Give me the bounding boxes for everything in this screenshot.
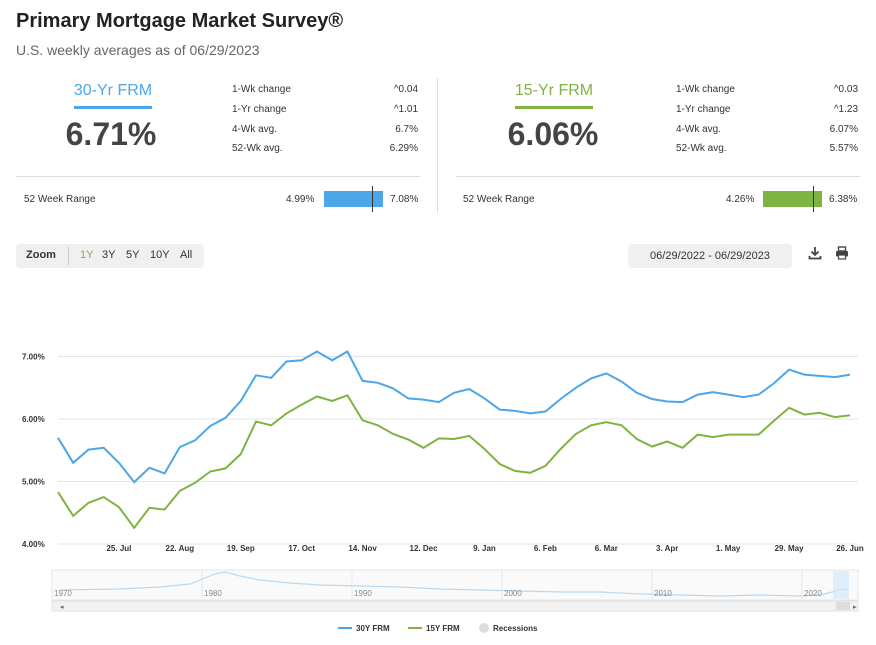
legend-label-30y[interactable]: 30Y FRM	[356, 624, 390, 633]
y-tick-label: 6.00%	[22, 415, 45, 424]
x-tick-label: 3. Apr	[656, 544, 678, 553]
legend-label-recessions[interactable]: Recessions	[493, 624, 538, 633]
page-title: Primary Mortgage Market Survey®	[16, 10, 343, 33]
series-line-30y	[58, 352, 850, 483]
zoom-selector: Zoom 1Y 3Y 5Y 10Y All	[16, 244, 204, 268]
x-tick-label: 6. Mar	[595, 544, 618, 553]
y-tick-label: 4.00%	[22, 540, 45, 549]
stat-label: 4-Wk avg.	[676, 124, 721, 135]
rate-value-15yr: 6.06%	[488, 116, 618, 153]
legend: 30Y FRM 15Y FRM Recessions	[338, 623, 538, 633]
x-tick-label: 6. Feb	[534, 544, 557, 553]
range-marker-15yr	[813, 186, 814, 212]
stat-value: 6.07%	[798, 124, 858, 135]
rate-value-30yr: 6.71%	[46, 116, 176, 153]
scroll-right-icon[interactable]: ▸	[853, 604, 857, 611]
zoom-separator	[68, 247, 69, 265]
rate-name-30yr: 30-Yr FRM	[68, 82, 158, 104]
navigator[interactable]: 1970 1980 1990 2000 2010 2020 ◂ ▸	[52, 570, 858, 611]
divider	[456, 176, 860, 177]
stat-label: 1-Yr change	[676, 104, 730, 115]
navigator-area	[52, 570, 858, 600]
scroll-thumb[interactable]	[836, 602, 850, 610]
zoom-all-button[interactable]: All	[180, 249, 192, 261]
zoom-label: Zoom	[26, 249, 56, 261]
stat-label: 1-Yr change	[232, 104, 286, 115]
range-label-15yr: 52 Week Range	[463, 194, 535, 205]
range-marker-30yr	[372, 186, 373, 212]
stat-value: ^1.01	[358, 104, 418, 115]
rate-underline-30yr	[74, 106, 152, 109]
navigator-year-label: 1970	[54, 589, 72, 598]
navigator-year-label: 1980	[204, 589, 222, 598]
range-low-15yr: 4.26%	[726, 194, 754, 205]
x-tick-label: 12. Dec	[410, 544, 439, 553]
stat-label: 1-Wk change	[676, 84, 735, 95]
navigator-series	[60, 572, 848, 596]
y-tick-label: 7.00%	[22, 353, 45, 362]
navigator-selection[interactable]	[833, 571, 849, 599]
zoom-10y-button[interactable]: 10Y	[150, 249, 170, 261]
divider	[16, 176, 420, 177]
range-low-30yr: 4.99%	[286, 194, 314, 205]
stat-value: 6.29%	[358, 143, 418, 154]
zoom-1y-button[interactable]: 1Y	[80, 249, 93, 261]
stat-label: 52-Wk avg.	[676, 143, 727, 154]
x-tick-label: 9. Jan	[473, 544, 496, 553]
download-icon[interactable]	[805, 246, 825, 266]
stat-value: 5.57%	[798, 143, 858, 154]
panel-divider	[437, 78, 438, 213]
x-tick-label: 29. May	[775, 544, 804, 553]
navigator-year-label: 2000	[504, 589, 522, 598]
navigator-year-label: 2010	[654, 589, 672, 598]
x-tick-label: 17. Oct	[288, 544, 315, 553]
range-bar-30yr	[324, 191, 383, 207]
legend-label-15y[interactable]: 15Y FRM	[426, 624, 460, 633]
rate-underline-15yr	[515, 106, 593, 109]
stat-label: 4-Wk avg.	[232, 124, 277, 135]
range-label-30yr: 52 Week Range	[24, 194, 96, 205]
print-icon[interactable]	[832, 246, 852, 266]
x-tick-label: 22. Aug	[166, 544, 195, 553]
stat-value: 6.7%	[358, 124, 418, 135]
date-range-display[interactable]: 06/29/2022 - 06/29/2023	[628, 244, 792, 268]
x-tick-label: 14. Nov	[348, 544, 377, 553]
zoom-5y-button[interactable]: 5Y	[126, 249, 139, 261]
navigator-scrollbar[interactable]	[52, 601, 858, 611]
rate-name-15yr: 15-Yr FRM	[509, 82, 599, 104]
stat-value: ^0.03	[798, 84, 858, 95]
stat-label: 1-Wk change	[232, 84, 291, 95]
x-tick-label: 25. Jul	[106, 544, 131, 553]
y-tick-label: 5.00%	[22, 478, 45, 487]
x-tick-label: 26. Jun	[836, 544, 864, 553]
plot-area	[58, 288, 858, 538]
page-subtitle: U.S. weekly averages as of 06/29/2023	[16, 42, 260, 58]
stat-value: ^1.23	[798, 104, 858, 115]
legend-swatch-recessions	[479, 623, 489, 633]
range-high-30yr: 7.08%	[390, 194, 418, 205]
navigator-year-label: 1990	[354, 589, 372, 598]
navigator-year-label: 2020	[804, 589, 822, 598]
scroll-left-icon[interactable]: ◂	[60, 604, 64, 611]
x-tick-label: 1. May	[716, 544, 741, 553]
series-line-15y	[58, 395, 850, 528]
zoom-3y-button[interactable]: 3Y	[102, 249, 115, 261]
stat-label: 52-Wk avg.	[232, 143, 283, 154]
stat-value: ^0.04	[358, 84, 418, 95]
x-tick-label: 19. Sep	[227, 544, 255, 553]
range-high-15yr: 6.38%	[829, 194, 857, 205]
